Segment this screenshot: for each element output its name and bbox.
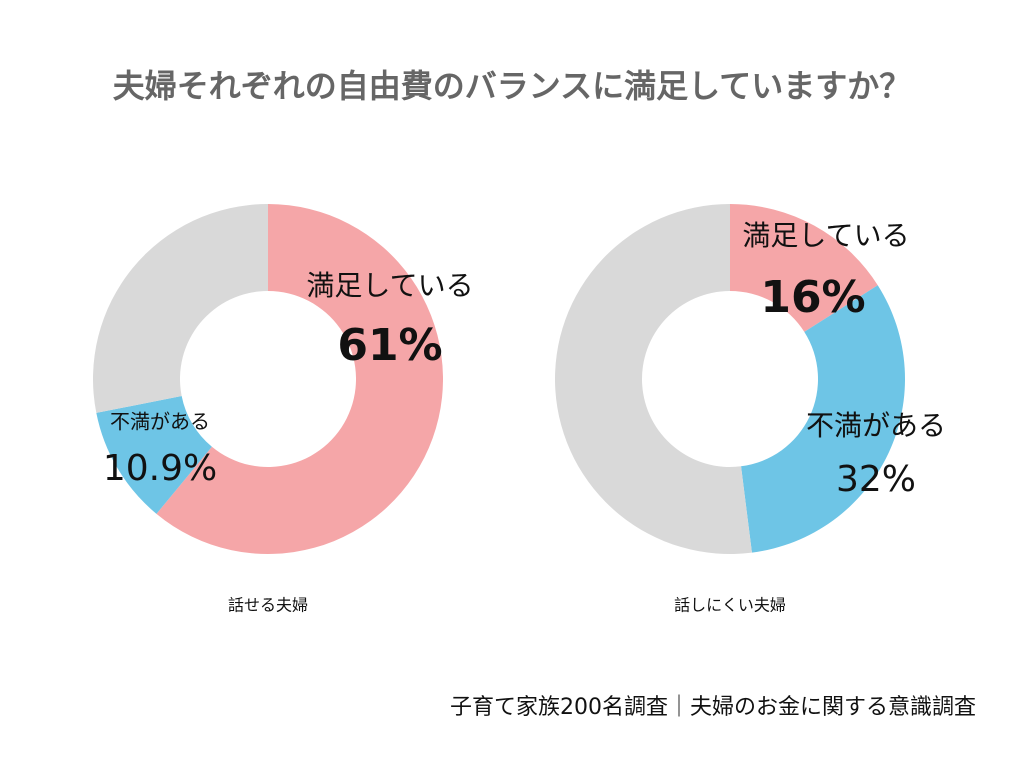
footnote: 子育て家族200名調査｜夫婦のお金に関する意識調査 <box>450 695 976 720</box>
slice-label: 不満がある <box>806 409 946 442</box>
donut-slice <box>93 204 268 413</box>
donut-slice <box>156 204 444 555</box>
slice-label: 不満がある <box>110 410 210 434</box>
donut-slice <box>554 204 752 555</box>
donut-slice <box>741 285 905 553</box>
chart-caption: 話せる夫婦 <box>228 596 308 615</box>
value-label: 10.9% <box>103 448 217 489</box>
value-label: 32% <box>836 459 916 500</box>
value-label: 16% <box>760 272 865 323</box>
slice-label: 満足している <box>306 269 473 302</box>
slice-label: 満足している <box>742 219 909 252</box>
chart-caption: 話しにくい夫婦 <box>674 596 786 615</box>
donut-slice <box>96 396 212 514</box>
title: 夫婦それぞれの自由費のバランスに満足していますか？ <box>113 67 911 105</box>
donut-slice <box>730 204 878 332</box>
value-label: 61% <box>337 320 442 371</box>
